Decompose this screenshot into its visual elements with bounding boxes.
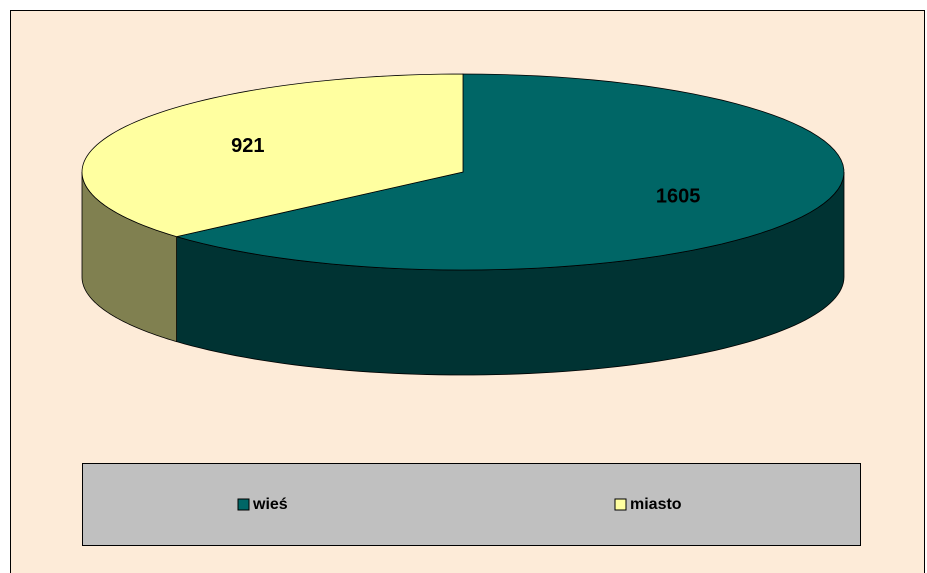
data-label: 921 — [231, 135, 264, 157]
legend-label: wieś — [252, 496, 288, 513]
legend-label: miasto — [630, 496, 682, 513]
legend-swatch — [614, 498, 627, 511]
slice — [176, 73, 845, 271]
data-label: 1605 — [656, 185, 701, 207]
legend-box — [82, 463, 861, 546]
legend-swatch — [237, 498, 250, 511]
slice — [81, 73, 464, 238]
